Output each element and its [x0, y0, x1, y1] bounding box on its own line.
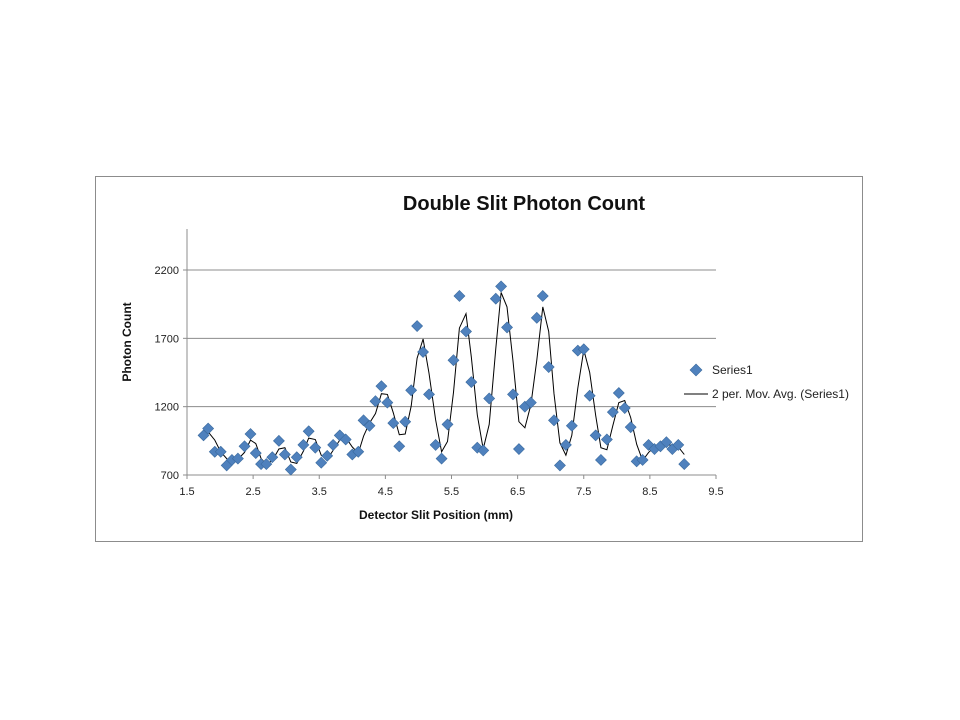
data-point: [405, 384, 418, 397]
y-tick-label-2200: 2200: [155, 265, 179, 277]
chart-svg: 1.5 2.5 3.5 4.5 5.5 6.5 7.5 8.5 9.5 700 1200 1700 2…: [120, 193, 849, 522]
data-point: [612, 387, 625, 399]
data-point: [559, 439, 572, 451]
data-point: [589, 429, 602, 442]
legend-diamond-marker: [689, 363, 703, 377]
data-point: [387, 417, 400, 429]
legend-moving-average-label: 2 per. Mov. Avg. (Series1): [712, 387, 849, 401]
data-point: [495, 280, 508, 293]
data-point: [447, 354, 460, 367]
y-tick-label-1200: 1200: [155, 402, 179, 414]
data-point: [309, 441, 322, 454]
x-tick-label-2.5: 2.5: [245, 486, 260, 498]
data-point: [489, 292, 502, 305]
data-point: [542, 361, 555, 373]
data-point: [471, 441, 484, 454]
data-point: [435, 452, 448, 465]
data-point: [363, 419, 376, 432]
x-tick-label-9.5: 9.5: [708, 486, 723, 498]
y-tick-label-700: 700: [161, 470, 179, 482]
data-point: [453, 290, 466, 302]
chart-frame: 1.5 2.5 3.5 4.5 5.5 6.5 7.5 8.5 9.5 700 1200 1700 2…: [95, 176, 863, 542]
x-tick-label-6.5: 6.5: [510, 486, 525, 498]
data-point: [381, 396, 394, 409]
scatter-points: [197, 280, 691, 476]
y-tick-label-1700: 1700: [155, 333, 179, 345]
data-point: [507, 388, 519, 401]
data-point: [460, 325, 472, 338]
data-point: [678, 458, 691, 470]
y-axis-title: Photon Count: [120, 302, 134, 381]
data-point: [266, 451, 279, 464]
data-point: [483, 392, 496, 405]
data-point: [302, 425, 315, 438]
data-point: [333, 429, 346, 442]
x-tick-label-3.5: 3.5: [312, 486, 327, 498]
data-point: [577, 343, 590, 356]
data-point: [660, 436, 673, 449]
data-point: [244, 428, 257, 440]
y-tick-labels: 700 1200 1700 2200: [155, 265, 179, 482]
data-point: [297, 439, 310, 451]
x-tick-label-8.5: 8.5: [642, 486, 657, 498]
data-point: [536, 290, 549, 302]
x-axis-title: Detector Slit Position (mm): [359, 508, 513, 522]
data-point: [636, 454, 649, 466]
data-point: [339, 433, 352, 446]
data-point: [477, 444, 490, 457]
data-point: [290, 451, 303, 464]
data-point: [606, 406, 619, 419]
data-point: [238, 440, 251, 453]
x-tick-label-1.5: 1.5: [179, 486, 194, 498]
data-point: [441, 418, 454, 431]
data-point: [375, 380, 388, 393]
data-point: [513, 443, 525, 455]
x-tick-label-5.5: 5.5: [444, 486, 459, 498]
data-point: [284, 463, 297, 476]
data-point: [618, 402, 631, 414]
legend: Series1 2 per. Mov. Avg. (Series1): [684, 363, 849, 401]
data-point: [202, 422, 215, 435]
x-tick-label-7.5: 7.5: [576, 486, 591, 498]
data-point: [672, 439, 685, 451]
data-point: [465, 376, 478, 388]
data-point: [393, 440, 406, 453]
data-point: [524, 396, 537, 409]
chart-title: Double Slit Photon Count: [403, 193, 646, 215]
data-point: [327, 439, 340, 451]
data-point: [315, 456, 328, 469]
data-point: [554, 459, 566, 472]
data-point: [595, 454, 607, 466]
data-point: [583, 389, 596, 402]
data-point: [249, 447, 262, 460]
x-tick-labels: 1.5 2.5 3.5 4.5 5.5 6.5 7.5 8.5 9.5: [179, 486, 723, 498]
data-point: [548, 414, 560, 427]
data-point: [214, 445, 227, 458]
data-point: [501, 321, 513, 334]
data-point: [352, 445, 365, 458]
data-point: [369, 395, 382, 408]
x-tick-label-4.5: 4.5: [378, 486, 393, 498]
data-point: [278, 448, 291, 461]
data-point: [600, 433, 613, 446]
data-point: [399, 415, 412, 428]
data-point: [260, 458, 273, 470]
data-point: [272, 434, 285, 447]
data-point: [321, 449, 334, 462]
data-point: [423, 388, 435, 401]
gridlines: [183, 269, 717, 479]
data-point: [197, 429, 210, 442]
data-point: [429, 439, 442, 451]
data-point: [565, 419, 578, 432]
data-point: [417, 346, 429, 358]
data-point: [231, 452, 244, 465]
legend-series1-label: Series1: [712, 363, 753, 377]
axes: [186, 229, 716, 476]
data-point: [411, 320, 424, 332]
data-point: [624, 421, 637, 434]
data-point: [530, 311, 543, 324]
